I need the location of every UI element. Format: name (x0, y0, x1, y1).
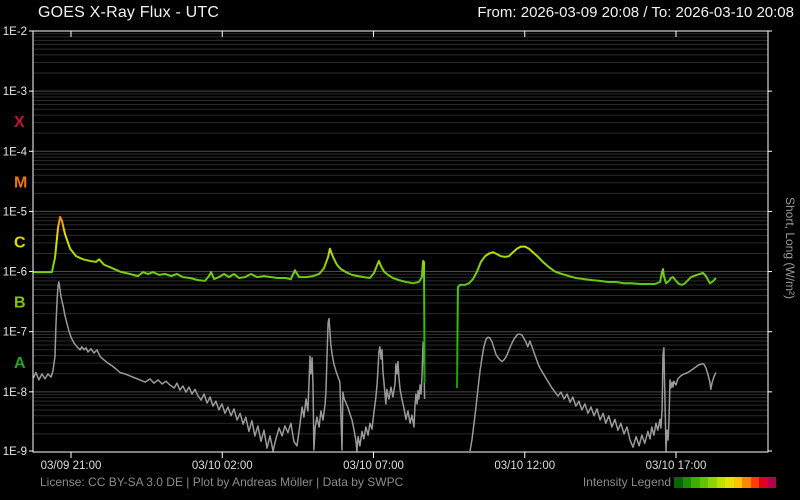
legend-swatch-7 (733, 476, 742, 488)
flare-class-label-a: A (14, 355, 26, 372)
x-axis-tick-label: 03/10 07:00 (343, 460, 404, 472)
legend-swatch-0 (674, 476, 683, 488)
flare-class-label-x: X (14, 114, 25, 131)
time-range-label: From: 2026-03-09 20:08 / To: 2026-03-10 … (477, 4, 794, 21)
y-axis-decade-label: 1E-8 (3, 387, 27, 399)
legend-swatch-4 (708, 476, 717, 488)
legend-swatch-5 (716, 476, 725, 488)
flare-class-label-b: B (14, 295, 26, 312)
header: GOES X-Ray Flux - UTC From: 2026-03-09 2… (38, 4, 794, 22)
x-axis-tick-label: 03/10 12:00 (494, 460, 555, 472)
legend-swatch-6 (725, 476, 734, 488)
intensity-legend-bar (674, 476, 776, 488)
legend-swatch-3 (699, 476, 708, 488)
long-flux-curve (33, 215, 717, 389)
y-axis-decade-label: 1E-7 (3, 327, 27, 339)
flare-class-label-m: M (14, 174, 27, 191)
y-axis-decade-label: 1E-6 (3, 267, 27, 279)
legend-swatch-8 (742, 476, 751, 488)
legend-swatch-11 (767, 476, 776, 488)
y-axis-decade-label: 1E-9 (3, 446, 27, 458)
right-axis-label: Short, Long (W/m²) (783, 197, 797, 299)
y-axis-decade-label: 1E-3 (3, 86, 27, 98)
legend-swatch-1 (682, 476, 691, 488)
flare-class-label-c: C (14, 235, 26, 252)
x-axis-tick-label: 03/10 02:00 (192, 460, 253, 472)
page-title: GOES X-Ray Flux - UTC (38, 4, 220, 21)
intensity-legend: Intensity Legend (583, 475, 776, 489)
y-axis-decade-label: 1E-2 (3, 26, 27, 38)
legend-swatch-2 (691, 476, 700, 488)
license-text: License: CC BY-SA 3.0 DE | Plot by Andre… (40, 475, 404, 489)
x-axis-tick-label: 03/10 17:00 (646, 460, 707, 472)
intensity-legend-label: Intensity Legend (582, 475, 671, 489)
legend-swatch-9 (750, 476, 759, 488)
y-axis-decade-label: 1E-4 (3, 146, 28, 158)
plot-border (32, 30, 769, 453)
x-axis-tick-label: 03/09 21:00 (41, 460, 102, 472)
short-flux-curve (33, 281, 717, 452)
legend-swatch-10 (759, 476, 768, 488)
y-axis-decade-label: 1E-5 (3, 206, 27, 218)
